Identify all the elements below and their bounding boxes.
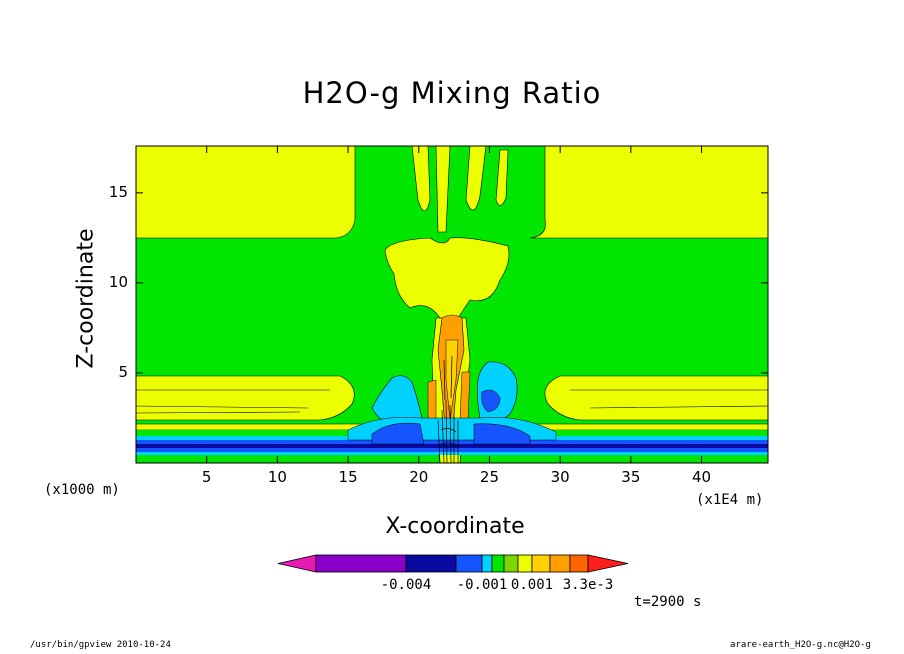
colorbar-swatch <box>503 554 519 573</box>
x-tick-label: 10 <box>267 468 287 486</box>
plume-streak <box>411 146 431 212</box>
footer-right: arare-earth_H2O-g.nc@H2O-g <box>730 640 871 650</box>
x-axis-unit: (x1E4 m) <box>696 492 764 508</box>
y-tick-label: 10 <box>108 272 128 291</box>
lower-left-yellow-layer <box>136 375 355 421</box>
right-blue-cell <box>481 389 501 413</box>
colorbar-swatch <box>455 554 483 573</box>
central-gold-core <box>445 339 459 421</box>
surface-band <box>136 452 768 455</box>
time-label: t=2900 s <box>634 594 702 610</box>
x-tick-label: 30 <box>550 468 570 486</box>
x-tick-label: 25 <box>479 468 499 486</box>
y-axis-ticks <box>136 192 768 374</box>
colorbar <box>277 554 629 573</box>
x-tick-label: 35 <box>621 468 641 486</box>
x-axis-ticks <box>206 146 703 463</box>
lower-blue-right <box>473 423 531 445</box>
plot-frame <box>135 145 769 464</box>
y-tick-label: 15 <box>108 182 128 201</box>
colorbar-swatch <box>569 554 589 573</box>
colorbar-swatch <box>481 554 493 573</box>
upper-right-yellow-region <box>529 146 768 239</box>
colorbar-tick-label: 3.3e-3 <box>562 577 614 593</box>
layer-line <box>136 405 309 409</box>
colorbar-tick-label: 0.001 <box>510 577 554 593</box>
y-axis-unit: (x1000 m) <box>44 482 120 498</box>
colorbar-arrow <box>587 554 629 573</box>
anvil-yellow-region <box>384 237 510 319</box>
plume-streak <box>495 149 509 206</box>
footer-left: /usr/bin/gpview 2010-10-24 <box>30 640 171 650</box>
x-tick-label: 40 <box>692 468 712 486</box>
colorbar-swatch <box>405 554 457 573</box>
colorbar-swatch <box>315 554 407 573</box>
chart-title: H2O-g Mixing Ratio <box>302 76 602 110</box>
lower-blue-left <box>371 422 425 445</box>
y-tick-label: 5 <box>118 362 128 381</box>
right-orange-filament <box>459 371 471 421</box>
colorbar-swatch <box>549 554 571 573</box>
colorbar-swatch <box>531 554 551 573</box>
colorbar-swatch <box>517 554 533 573</box>
upper-left-yellow-region <box>136 146 356 239</box>
surface-band <box>136 444 768 448</box>
x-tick-label: 20 <box>409 468 429 486</box>
colorbar-arrow <box>277 554 317 573</box>
colorbar-tick-label: -0.004 <box>380 577 432 593</box>
colorbar-tick-label: -0.001 <box>456 577 508 593</box>
colorbar-swatch <box>491 554 505 573</box>
surface-band <box>136 440 768 444</box>
lower-right-yellow-layer <box>544 375 768 421</box>
surface-band <box>136 448 768 452</box>
plume-streak <box>465 146 487 211</box>
x-tick-label: 5 <box>201 468 212 486</box>
layer-line <box>589 405 768 409</box>
x-tick-label: 15 <box>338 468 358 486</box>
layer-line <box>136 411 301 414</box>
x-axis-label: X-coordinate <box>385 514 525 539</box>
central-turbulence <box>437 355 459 463</box>
plume-streak <box>435 146 451 233</box>
